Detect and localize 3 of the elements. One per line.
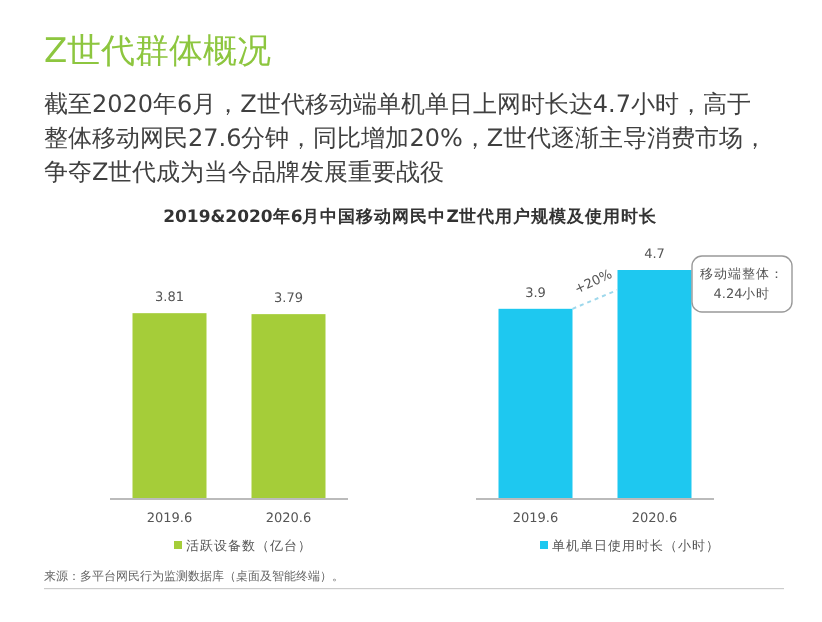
text: Z世代群体概况 <box>44 32 272 72</box>
text: 2019&2020年6月中国移动网民中Z世代用户规模及使用时长 <box>163 206 659 228</box>
text: 截至2020年6月，Z世代移动端单机单日上网时长达4.7小时，高于整体移动网民27.6分钟，同比增加20%，Z世代逐渐主导消费市场，争夺Z世代成为当今品牌发展重要战役 <box>44 90 768 186</box>
